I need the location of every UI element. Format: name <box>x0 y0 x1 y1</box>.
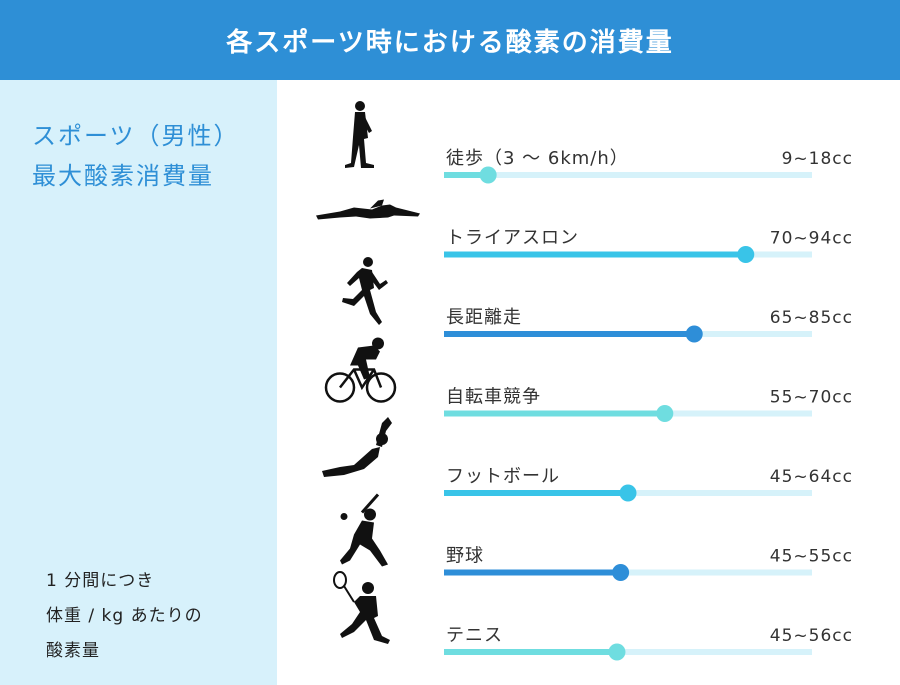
bar-marker <box>612 564 630 581</box>
bar <box>444 331 695 337</box>
unit-note-line: 酸素量 <box>46 641 100 661</box>
sidebar-heading-line: スポーツ（男性） <box>32 122 240 150</box>
sidebar-panel: スポーツ（男性） 最大酸素消費量 1 分間につき 体重 / kg あたりの 酸素… <box>0 80 277 685</box>
unit-note: 1 分間につき 体重 / kg あたりの 酸素量 <box>46 564 203 669</box>
runner-icon <box>342 257 388 325</box>
row-value-label: 45~55cc <box>770 547 853 567</box>
swimmer-icon <box>316 199 420 220</box>
bar-marker <box>479 166 497 184</box>
tennis-player-icon <box>333 571 390 644</box>
row-value-label: 9~18cc <box>782 149 853 169</box>
row-value-label: 55~70cc <box>770 388 853 408</box>
bar <box>444 172 489 178</box>
chart-header: 各スポーツ時における酸素の消費量 <box>0 0 900 80</box>
bar <box>444 410 665 417</box>
row-label: 徒歩（3 〜 6km/h） <box>446 148 629 169</box>
walking-person-icon <box>345 101 374 168</box>
unit-note-line: 体重 / kg あたりの <box>46 606 203 626</box>
bar-marker <box>608 643 626 661</box>
row-label: フットボール <box>446 466 560 487</box>
bar-marker <box>656 405 674 422</box>
bar <box>444 649 617 655</box>
bar-marker <box>737 246 755 263</box>
bar <box>444 490 628 496</box>
chart-title: 各スポーツ時における酸素の消費量 <box>226 27 674 58</box>
row-label: テニス <box>446 625 503 646</box>
bar <box>444 569 621 576</box>
row-label: 自転車競争 <box>446 387 541 408</box>
sidebar-heading: スポーツ（男性） 最大酸素消費量 <box>32 116 240 196</box>
goalkeeper-icon <box>322 417 392 477</box>
row-value-label: 70~94cc <box>770 229 853 249</box>
bar-track <box>444 649 812 655</box>
bar <box>444 251 746 258</box>
baseball-batter-icon <box>340 493 388 567</box>
cyclist-icon <box>324 337 397 403</box>
row-label: 長距離走 <box>446 307 522 328</box>
row-value-label: 45~64cc <box>770 467 853 487</box>
row-value-label: 65~85cc <box>770 308 853 328</box>
sidebar-heading-line: 最大酸素消費量 <box>32 162 214 190</box>
bar-marker <box>685 325 703 343</box>
bar-track <box>444 172 812 178</box>
row-label: トライアスロン <box>446 228 579 249</box>
bar-marker <box>619 484 637 502</box>
unit-note-line: 1 分間につき <box>46 571 155 591</box>
row-label: 野球 <box>446 546 484 567</box>
row-value-label: 45~56cc <box>770 626 853 646</box>
